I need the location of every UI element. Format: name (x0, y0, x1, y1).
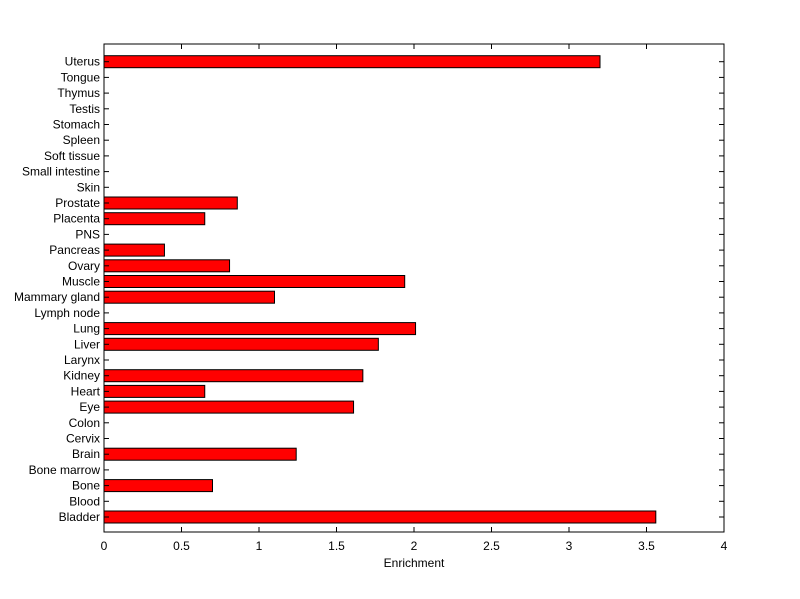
y-tick-label-heart: Heart (71, 384, 101, 398)
y-tick-label-brain: Brain (72, 447, 100, 461)
bar-mammary-gland (103, 290, 275, 304)
bar-ovary (103, 259, 231, 273)
x-tick-label: 1 (256, 539, 263, 553)
y-tick-label-placenta: Placenta (53, 212, 100, 226)
bar-kidney (103, 369, 364, 383)
y-tick-label-kidney: Kidney (63, 369, 100, 383)
y-tick-label-testis: Testis (69, 102, 100, 116)
y-tick-label-mammary-gland: Mammary gland (14, 290, 100, 304)
x-tick-label: 2 (411, 539, 418, 553)
plot-frame (103, 43, 725, 533)
x-tick-label: 0 (101, 539, 108, 553)
y-tick-label-muscle: Muscle (62, 275, 100, 289)
y-tick-label-larynx: Larynx (64, 353, 100, 367)
y-tick-label-bone-marrow: Bone marrow (29, 463, 101, 477)
bar-bladder (103, 510, 657, 524)
x-tick-label: 0.5 (173, 539, 190, 553)
y-tick-label-tongue: Tongue (61, 70, 101, 84)
y-tick-label-soft-tissue: Soft tissue (44, 149, 100, 163)
y-tick-label-blood: Blood (69, 494, 100, 508)
bar-heart (103, 384, 206, 398)
bar-uterus (103, 55, 601, 69)
y-tick-label-lung: Lung (73, 322, 100, 336)
bar-eye (103, 400, 355, 414)
y-tick-label-small-intestine: Small intestine (22, 165, 100, 179)
bar-brain (103, 447, 297, 461)
y-tick-label-uterus: Uterus (65, 55, 100, 69)
y-tick-label-spleen: Spleen (63, 133, 100, 147)
x-tick-label: 1.5 (328, 539, 345, 553)
x-ticks-group: 0 0.5 1 1.5 2 2.5 3 3.5 4 (101, 44, 728, 553)
bar-pancreas (103, 243, 165, 257)
y-tick-label-cervix: Cervix (66, 432, 100, 446)
bar-muscle (103, 275, 406, 288)
bars-group (103, 55, 657, 524)
y-tick-label-bladder: Bladder (59, 510, 100, 524)
y-tick-label-ovary: Ovary (68, 259, 100, 273)
x-tick-label: 3.5 (638, 539, 655, 553)
x-tick-label: 3 (566, 539, 573, 553)
y-tick-label-eye: Eye (79, 400, 100, 414)
y-tick-label-colon: Colon (69, 416, 100, 430)
bar-bone (103, 479, 213, 493)
bar-lung (103, 322, 417, 336)
y-tick-label-pns: PNS (75, 227, 100, 241)
bar-placenta (103, 212, 206, 226)
x-tick-label: 2.5 (483, 539, 500, 553)
y-tick-label-pancreas: Pancreas (49, 243, 100, 257)
y-tick-label-prostate: Prostate (55, 196, 100, 210)
y-tick-label-stomach: Stomach (53, 118, 100, 132)
x-tick-label: 4 (721, 539, 728, 553)
y-tick-label-skin: Skin (77, 180, 100, 194)
y-tick-label-bone: Bone (72, 479, 100, 493)
y-tick-label-lymph-node: Lymph node (34, 306, 100, 320)
y-tick-label-liver: Liver (74, 337, 100, 351)
x-axis-label: Enrichment (384, 556, 445, 570)
bar-prostate (103, 196, 238, 210)
y-tick-label-thymus: Thymus (57, 86, 100, 100)
bar-liver (103, 337, 379, 351)
